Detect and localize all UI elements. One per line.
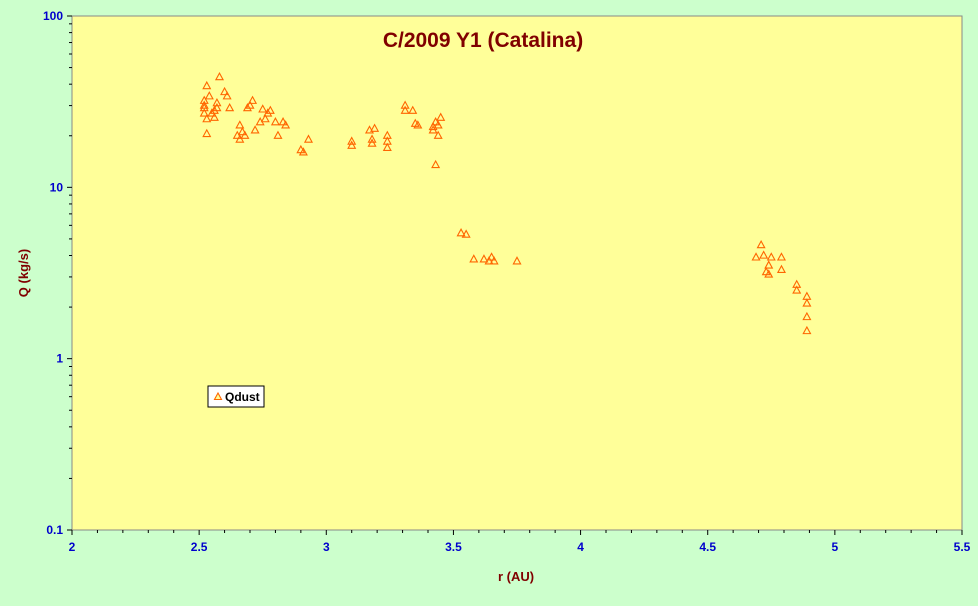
data-point	[382, 142, 392, 151]
data-point	[225, 102, 235, 112]
data-point	[212, 97, 222, 107]
data-point	[212, 102, 222, 112]
data-point	[202, 114, 212, 123]
data-point	[370, 123, 380, 132]
data-point	[199, 95, 209, 104]
data-point	[250, 125, 260, 134]
data-point	[265, 105, 275, 114]
data-point	[220, 86, 230, 96]
data-point	[400, 100, 410, 109]
data-point	[260, 114, 270, 123]
x-tick-label: 2.5	[191, 540, 208, 554]
data-point	[281, 120, 291, 129]
data-point	[347, 140, 357, 149]
data-point	[433, 130, 443, 139]
data-point	[273, 130, 283, 139]
data-point	[436, 112, 446, 121]
ticks-layer: 2 2.5 3 3.5 4 4.5 5 5.5 0.1 1 10 100	[43, 9, 971, 554]
x-tick-label: 5.5	[954, 540, 971, 554]
y-tick-label: 0.1	[46, 523, 63, 537]
legend: Qdust	[207, 385, 265, 408]
data-point	[484, 256, 494, 265]
legend-box	[207, 385, 265, 408]
data-point	[792, 285, 802, 294]
data-point	[461, 229, 471, 238]
data-point	[487, 252, 497, 261]
data-point	[209, 112, 219, 121]
data-point	[776, 264, 786, 273]
x-axis-label: r (AU)	[498, 569, 534, 584]
data-point	[751, 252, 761, 261]
data-point	[199, 102, 209, 112]
x-tick-label: 5	[832, 540, 839, 554]
data-point	[242, 102, 252, 112]
data-point	[489, 256, 499, 265]
y-tick-label: 10	[50, 180, 64, 194]
data-point	[199, 100, 209, 109]
data-point	[263, 108, 273, 117]
data-point	[270, 117, 280, 126]
chart-title: C/2009 Y1 (Catalina)	[383, 29, 583, 52]
data-point	[400, 105, 410, 114]
data-point	[512, 256, 522, 265]
legend-marker-triangle	[213, 391, 223, 401]
data-point	[240, 130, 250, 139]
data-point	[431, 159, 441, 169]
y-tick-label: 100	[43, 9, 63, 23]
data-point	[222, 91, 232, 100]
data-point	[278, 117, 288, 126]
data-point	[413, 120, 423, 129]
data-point	[756, 239, 766, 249]
data-point	[303, 134, 314, 143]
data-point	[199, 108, 209, 117]
plot-area	[71, 15, 963, 531]
data-point	[469, 254, 479, 263]
data-point	[431, 117, 441, 126]
x-tick-label: 3.5	[445, 540, 462, 554]
y-axis-label: Q (kg/s)	[16, 249, 31, 297]
data-point	[367, 138, 377, 147]
data-point	[433, 120, 443, 129]
data-point	[235, 120, 245, 129]
data-point	[214, 71, 225, 81]
points-layer	[199, 71, 812, 335]
x-tick-label: 2	[69, 540, 76, 554]
data-point	[766, 252, 776, 261]
data-point	[456, 228, 466, 237]
data-point	[245, 100, 255, 109]
data-point	[367, 134, 377, 143]
data-point	[298, 147, 308, 156]
data-point	[776, 252, 786, 261]
data-point	[759, 250, 769, 259]
data-point	[207, 108, 217, 117]
data-point	[258, 104, 268, 113]
data-point	[248, 95, 258, 104]
data-point	[802, 311, 812, 321]
data-point	[479, 254, 489, 263]
x-tick-label: 4.5	[699, 540, 716, 554]
data-point	[202, 128, 212, 138]
legend-label: Qdust	[225, 390, 260, 404]
data-point	[802, 325, 812, 335]
data-point	[204, 91, 214, 100]
data-point	[802, 298, 812, 307]
data-point	[347, 136, 357, 145]
x-tick-label: 3	[323, 540, 330, 554]
data-point	[764, 269, 774, 278]
data-point	[408, 105, 418, 114]
data-point	[202, 80, 212, 90]
data-point	[237, 126, 247, 136]
data-point	[764, 260, 774, 269]
x-tick-label: 4	[577, 540, 584, 554]
y-tick-label: 1	[56, 352, 63, 366]
